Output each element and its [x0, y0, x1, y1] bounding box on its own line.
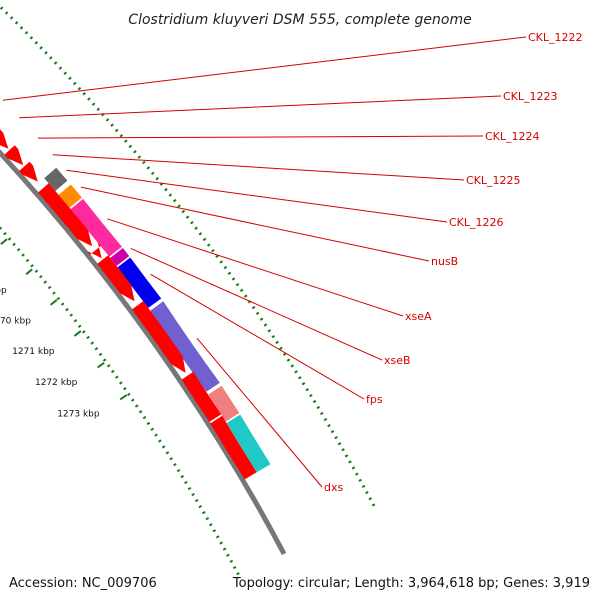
cds-xsea — [70, 198, 122, 257]
label-leader-line — [150, 273, 365, 400]
gene-label: nusB — [431, 255, 458, 268]
cds-dxs — [150, 301, 220, 392]
scale-tick-labels: 1265 kbp1266 kbp1267 kbp1268 kbp1269 kbp… — [0, 286, 100, 420]
cds-ckl-1225 — [19, 161, 38, 182]
map-title: Clostridium kluyveri DSM 555, complete g… — [128, 12, 471, 28]
cds-reverse-b — [86, 242, 102, 259]
label-leader-lines — [2, 36, 527, 488]
outer-scale-dots — [0, 4, 376, 507]
gene-label: CKL_1225 — [466, 174, 521, 187]
inner-dotted-circle — [0, 225, 242, 579]
genome-backbone — [0, 149, 287, 556]
cds-ckl-1224 — [4, 145, 24, 166]
label-leader-line — [196, 337, 323, 488]
cds-salmon — [208, 385, 240, 422]
scale-tick — [73, 330, 82, 337]
label-leader-line — [130, 247, 383, 361]
scale-tick — [49, 299, 58, 306]
label-leader-line — [107, 218, 404, 317]
scale-tick-label: 1272 kbp — [35, 378, 78, 388]
backbone-line — [0, 149, 287, 556]
cds-reverse-c — [97, 255, 135, 302]
label-leader-line — [80, 186, 430, 262]
gene-label: CKL_1222 — [528, 31, 583, 44]
scale-tick-label: 1269 kbp — [0, 286, 7, 296]
label-leader-line — [19, 95, 502, 119]
gene-label: CKL_1223 — [503, 90, 558, 103]
cds-nusb — [58, 184, 82, 208]
label-leader-line — [37, 135, 484, 139]
gene-labels: CKL_1222 CKL_1223 CKL_1224 CKL_1225 CKL_1226… — [324, 31, 583, 494]
cds-reverse-e — [181, 371, 222, 422]
scale-tick — [0, 238, 8, 246]
scale-tick — [119, 394, 128, 401]
accession-text: Accession: NC_009706 — [9, 576, 157, 591]
gene-track — [0, 129, 271, 480]
gene-label: fps — [366, 393, 383, 406]
scale-tick-label: 1271 kbp — [12, 347, 55, 357]
gene-label: CKL_1224 — [485, 130, 540, 143]
label-leader-line — [52, 154, 465, 181]
inner-scale-dots — [0, 225, 242, 579]
outer-dotted-circle — [0, 4, 376, 507]
scale-tick — [25, 268, 33, 276]
cds-reverse-f — [210, 415, 257, 480]
cds-ckl-1226 — [44, 167, 68, 191]
cds-fps — [117, 257, 162, 308]
scale-tick — [97, 361, 105, 369]
scale-tick-label-faded: 1273 kbp — [57, 410, 100, 420]
genome-stats-text: Topology: circular; Length: 3,964,618 bp… — [232, 576, 590, 591]
scale-ticks — [0, 238, 128, 401]
gene-label: dxs — [324, 481, 343, 494]
gene-label: xseB — [384, 354, 411, 367]
cds-ckl-1223 — [0, 129, 9, 149]
gene-label: xseA — [405, 310, 432, 323]
cds-reverse-a — [38, 183, 93, 247]
cds-cyan — [226, 414, 271, 473]
cds-xseb — [110, 248, 130, 266]
gene-label: CKL_1226 — [449, 216, 504, 229]
label-leader-line — [66, 169, 448, 223]
scale-tick-label: 1270 kbp — [0, 316, 31, 326]
cds-reverse-d — [132, 301, 186, 373]
label-leader-line — [2, 36, 527, 101]
